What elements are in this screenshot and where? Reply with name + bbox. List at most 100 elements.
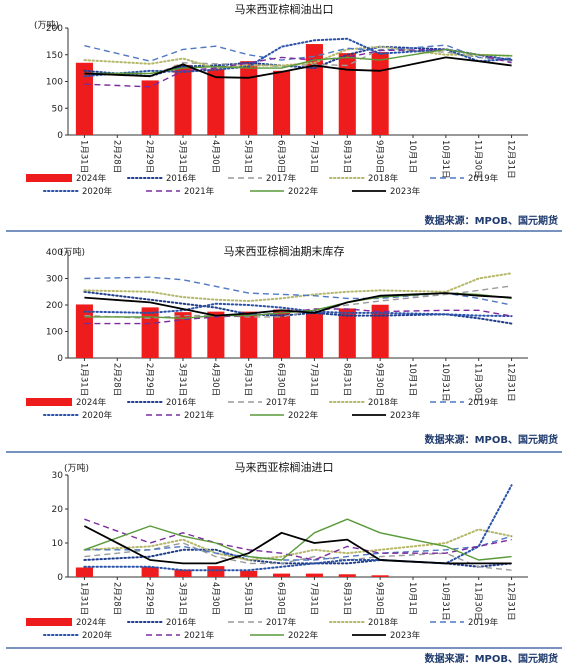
- legend-item: 2019年: [430, 397, 499, 408]
- legend-label: 2023年: [390, 410, 421, 421]
- series-line-y2020: [83, 302, 513, 318]
- x-tick-label: 6月30日: [276, 363, 286, 396]
- x-tick-label: 8月31日: [341, 582, 351, 615]
- bar-2024: [273, 573, 291, 577]
- source-note-1: 数据来源：MPOB、国元期货: [425, 214, 558, 227]
- legend-item: 2023年: [352, 410, 421, 421]
- bar-2024: [371, 575, 389, 577]
- legend-label: 2016年: [166, 173, 197, 184]
- legend: 2024年 2016年 2017年 2018年 2019年 2020年 2021年 2022年…: [26, 617, 499, 641]
- legend-label: 2018年: [368, 617, 399, 628]
- series-line-y2017: [84, 542, 512, 571]
- x-tick-label: 12月31日: [506, 363, 516, 402]
- legend-label: 2023年: [390, 630, 421, 641]
- x-tick-label: 2月29日: [144, 363, 154, 396]
- x-tick-label: 5月31日: [243, 363, 253, 396]
- legend-label: 2017年: [266, 173, 297, 184]
- chart-title: 马来西亚棕榈油期末库存: [224, 244, 345, 258]
- legend-label: 2021年: [184, 186, 215, 197]
- legend-item: 2018年: [329, 617, 399, 628]
- x-tick-label: 4月30日: [210, 582, 220, 615]
- bar-2024: [338, 308, 356, 358]
- x-tick-label: 10月1日: [407, 140, 417, 173]
- x-tick-label: 1月31日: [78, 582, 88, 615]
- legend-item: 2022年: [250, 410, 319, 421]
- x-tick-label: 9月30日: [374, 582, 384, 615]
- legend: 2024年 2016年 2017年 2018年 2019年 2020年 2021年 2022年…: [26, 173, 499, 197]
- bar-2024: [207, 69, 225, 135]
- series-line-y2017: [84, 48, 512, 77]
- y-unit-label: (万吨): [34, 19, 59, 31]
- y-tick-label: 200: [46, 24, 63, 34]
- legend-label: 2020年: [82, 630, 113, 641]
- legend-label: 2017年: [266, 617, 297, 628]
- legend-label: 2019年: [468, 173, 499, 184]
- x-tick-label: 11月30日: [473, 363, 483, 402]
- y-tick-label: 20: [52, 505, 64, 515]
- legend-item: 2022年: [250, 630, 319, 641]
- exports-chart: 马来西亚棕榈油出口 (万吨) 0 50 100 150 200 1月31日 2月28日 2月2…: [26, 2, 528, 197]
- legend-item: 2017年: [228, 397, 297, 408]
- bar-2024: [338, 574, 356, 577]
- ending-stock-chart: 马来西亚棕榈油期末库存 (万吨) 0 100 200 300 400 1月31日 2月28日…: [26, 244, 528, 421]
- x-tick-label: 4月30日: [210, 363, 220, 396]
- legend-label: 2023年: [390, 186, 421, 197]
- x-tick-label: 12月31日: [506, 582, 516, 621]
- y-tick-label: 0: [57, 131, 63, 141]
- x-tick-label: 3月31日: [177, 140, 187, 173]
- y-tick-label: 0: [57, 573, 63, 583]
- bar-2024: [240, 311, 258, 358]
- x-tick-label: 1月31日: [78, 363, 88, 396]
- x-tick-label: 1月31日: [78, 140, 88, 173]
- bar-2024: [305, 573, 323, 577]
- bar-2024: [207, 311, 225, 358]
- x-tick-label: 7月31日: [308, 582, 318, 615]
- legend-item: 2018年: [329, 173, 399, 184]
- y-tick-label: 100: [46, 78, 63, 88]
- legend-item: 2016年: [127, 397, 197, 408]
- legend-swatch: [26, 398, 72, 406]
- x-tick-label: 10月1日: [407, 582, 417, 615]
- legend-item: 2016年: [127, 173, 197, 184]
- y-tick-label: 300: [46, 275, 63, 285]
- legend-label: 2024年: [76, 173, 107, 184]
- x-tick-label: 7月31日: [308, 363, 318, 396]
- series-line-y2018: [83, 528, 513, 561]
- bar-2024: [305, 44, 323, 135]
- legend-label: 2024年: [76, 617, 107, 628]
- x-tick-label: 10月31日: [440, 363, 450, 402]
- series-line-y2023: [83, 525, 512, 565]
- x-tick-label: 11月30日: [473, 582, 483, 621]
- bar-2024: [240, 570, 258, 577]
- legend-label: 2018年: [368, 173, 399, 184]
- bar-2024: [371, 304, 389, 358]
- bar-2024: [141, 566, 159, 577]
- legend-item: 2021年: [146, 630, 215, 641]
- legend: 2024年 2016年 2017年 2018年 2019年 2020年 2021年 2022年…: [26, 397, 499, 421]
- y-tick-label: 100: [46, 328, 63, 338]
- legend-label: 2017年: [266, 397, 297, 408]
- legend-item: 2017年: [228, 173, 297, 184]
- x-tick-label: 10月31日: [440, 140, 450, 179]
- bar-2024: [371, 52, 389, 136]
- legend-item: 2021年: [146, 410, 215, 421]
- legend-item: 2020年: [43, 630, 113, 641]
- bar-2024: [75, 304, 93, 358]
- x-tick-label: 10月31日: [440, 582, 450, 621]
- legend-label: 2021年: [184, 410, 215, 421]
- series-line-y2021: [84, 518, 512, 561]
- legend-label: 2022年: [288, 410, 319, 421]
- x-tick-label: 2月28日: [111, 363, 121, 396]
- legend-label: 2019年: [468, 617, 499, 628]
- legend-label: 2019年: [468, 397, 499, 408]
- x-tick-label: 6月30日: [276, 140, 286, 173]
- legend-item: 2021年: [146, 186, 215, 197]
- x-tick-label: 3月31日: [177, 363, 187, 396]
- legend-swatch: [26, 618, 72, 626]
- legend-label: 2016年: [166, 617, 197, 628]
- y-tick-label: 400: [46, 248, 63, 258]
- x-tick-label: 2月28日: [111, 140, 121, 173]
- x-tick-label: 2月29日: [144, 582, 154, 615]
- y-tick-label: 30: [52, 471, 64, 481]
